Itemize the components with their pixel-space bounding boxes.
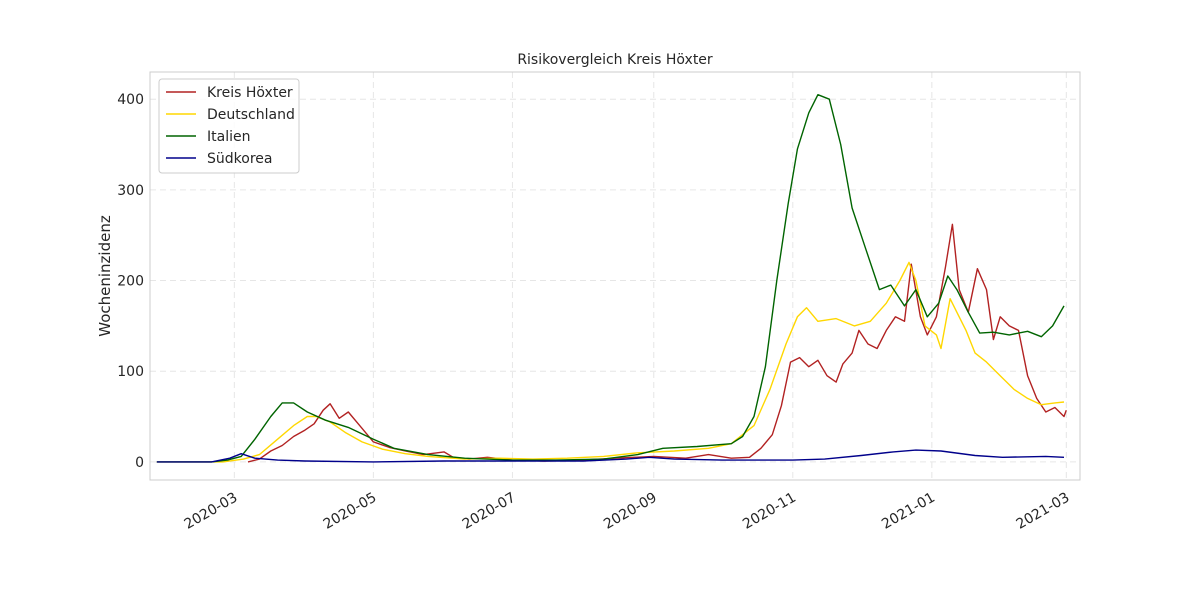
y-tick-label: 300 — [117, 183, 144, 199]
y-tick-label: 100 — [117, 364, 144, 380]
series-line-italien — [156, 93, 1065, 463]
plot-area — [150, 72, 1080, 480]
y-tick-label: 0 — [135, 455, 144, 471]
chart-title: Risikovergleich Kreis Höxter — [517, 52, 713, 68]
legend-box — [158, 78, 300, 174]
y-tick-label: 400 — [117, 92, 144, 108]
legend-label: Südkorea — [207, 151, 272, 167]
series-line-kreis-h-xter — [247, 223, 1067, 463]
legend-label: Kreis Höxter — [207, 85, 293, 101]
y-tick-label: 200 — [117, 274, 144, 290]
series-lines — [156, 93, 1067, 463]
plot-frame — [149, 71, 1081, 481]
gridlines — [150, 72, 1080, 480]
series-line-s-dkorea — [156, 449, 1065, 463]
series-line-deutschland — [156, 261, 1065, 463]
legend-label: Deutschland — [207, 107, 295, 123]
legend: Kreis Höxter Deutschland Italien Südkorea — [158, 78, 300, 174]
y-axis-ticks: 0 100 200 300 400 — [117, 92, 144, 471]
y-axis-label: Wocheninzidenz — [96, 215, 114, 337]
legend-label: Italien — [207, 129, 250, 145]
